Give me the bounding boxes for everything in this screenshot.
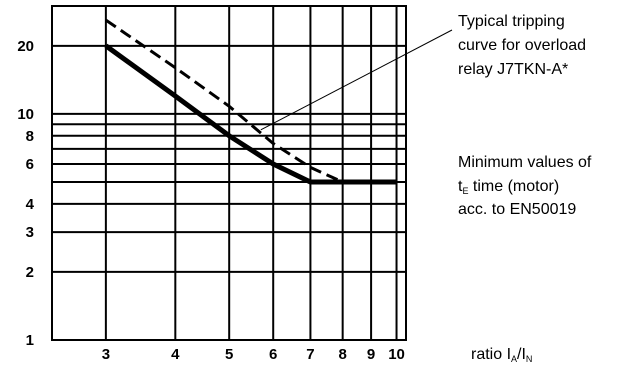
x-tick-4: 4 [171,346,180,363]
series-lines [104,18,397,185]
annotation-t-subscript: E [462,186,468,196]
x-axis-label-sub-a: A [511,354,517,364]
x-axis-label-prefix: ratio I [471,346,511,363]
plot-frame [51,5,407,341]
x-tick-7: 7 [306,346,314,363]
horizontal-gridlines [52,44,406,273]
annotation-minimum-line-3: acc. to EN50019 [458,201,576,218]
annotation-tripping-line-3: relay J7TKN-A* [458,61,568,78]
y-tick-3: 3 [26,224,34,241]
y-tick-4: 4 [26,196,35,213]
series-tripping-curve [105,18,344,184]
x-tick-5: 5 [225,346,233,363]
x-tick-9: 9 [367,346,375,363]
y-tick-6: 6 [26,156,34,173]
annotation-leader-line [260,29,453,131]
annotation-tripping-line-1: Typical tripping [458,13,565,30]
annotation-t-symbol: t [458,178,463,195]
x-tick-6: 6 [269,346,277,363]
x-axis-label: ratio IA/IN [471,346,532,364]
annotation-minimum-line-1: Minimum values of [458,154,592,171]
x-axis-label-sep: /I [517,346,526,363]
x-tick-10: 10 [388,346,405,363]
y-tick-20: 20 [17,38,34,55]
x-tick-3: 3 [102,346,110,363]
x-tick-labels: 3 4 5 6 7 8 9 10 [102,346,405,363]
x-axis-label-sub-n: N [526,354,533,364]
annotation-minimum-line-2: tE time (motor) [458,178,559,196]
y-tick-2: 2 [26,264,34,281]
annotation-tripping-line-2: curve for overload [458,37,586,54]
x-tick-8: 8 [338,346,346,363]
vertical-gridlines [104,6,398,340]
y-tick-8: 8 [26,128,34,145]
series-minimum-te-curve [104,43,397,185]
y-tick-1: 1 [26,332,34,349]
y-tick-10: 10 [17,106,34,123]
y-tick-labels: 1 2 3 4 6 8 10 20 [17,38,34,349]
annotation-time-motor: time (motor) [468,178,559,195]
